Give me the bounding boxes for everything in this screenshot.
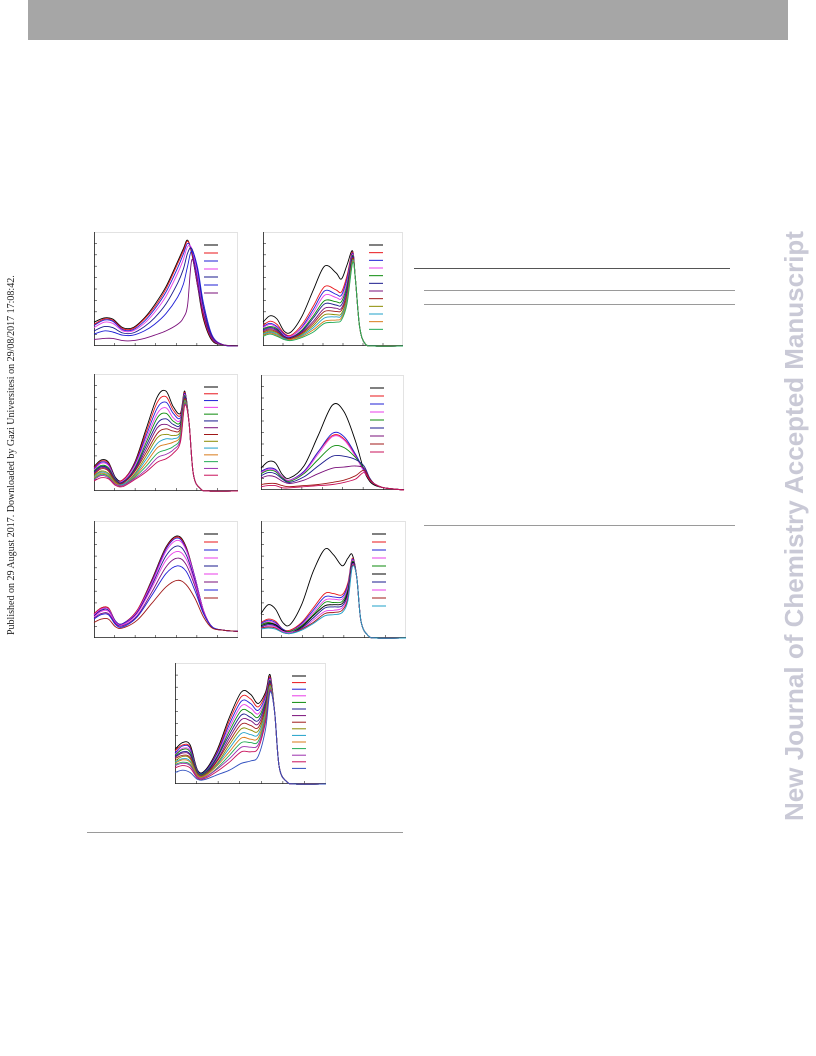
- spectrum-panel-1-svg: [93, 232, 239, 347]
- spectrum-panel-3-svg: [93, 374, 239, 492]
- series-line-15: [174, 691, 327, 785]
- table-header-rule: [424, 290, 735, 291]
- accepted-manuscript-watermark: New Journal of Chemistry Accepted Manusc…: [779, 231, 809, 821]
- series-line-3: [260, 558, 407, 639]
- header-bar: [28, 0, 788, 40]
- series-line-6: [260, 561, 407, 639]
- spectrum-panel-6-svg: [260, 521, 407, 639]
- spectrum-panel-3: [93, 374, 239, 492]
- table-top-rule: [414, 268, 730, 269]
- spectrum-panel-2: [262, 232, 404, 347]
- series-line-5: [93, 545, 239, 632]
- plot-frame: [175, 663, 326, 784]
- spectrum-panel-5: [93, 521, 239, 638]
- series-line-4: [260, 559, 407, 639]
- series-line-9: [260, 564, 407, 639]
- series-line-6: [93, 550, 239, 632]
- series-line-5: [93, 395, 239, 492]
- series-line-4: [93, 539, 239, 632]
- series-line-1: [260, 403, 405, 491]
- series-line-12: [262, 261, 404, 347]
- series-line-8: [260, 563, 407, 639]
- plot-frame: [261, 521, 406, 638]
- series-line-3: [262, 252, 404, 347]
- series-line-5: [93, 247, 239, 347]
- plot-frame: [263, 232, 403, 346]
- plot-frame: [261, 375, 404, 490]
- spectrum-panel-7: [174, 663, 327, 785]
- series-line-6: [93, 250, 239, 347]
- spectrum-panel-7-svg: [174, 663, 327, 785]
- plot-frame: [94, 521, 238, 638]
- spectrum-panel-6: [260, 521, 407, 639]
- series-line-4: [93, 244, 239, 347]
- publication-side-note: Published on 29 August 2017. Downloaded …: [6, 275, 17, 635]
- spectrum-panel-4-svg: [260, 375, 405, 491]
- table-bottom-rule: [424, 525, 735, 526]
- series-line-14: [93, 404, 239, 492]
- series-line-8: [93, 565, 239, 632]
- series-line-4: [93, 393, 239, 492]
- series-line-7: [93, 557, 239, 632]
- series-line-10: [260, 565, 407, 639]
- series-line-9: [260, 472, 405, 491]
- series-line-7: [174, 682, 327, 785]
- figure-caption-rule: [87, 832, 403, 833]
- plot-frame: [94, 374, 238, 491]
- series-line-1: [93, 239, 239, 347]
- spectrum-panel-1: [93, 232, 239, 347]
- table-header-bottom-rule: [424, 304, 735, 305]
- series-line-2: [93, 240, 239, 347]
- spectrum-panel-2-svg: [262, 232, 404, 347]
- series-line-9: [93, 579, 239, 632]
- spectrum-panel-5-svg: [93, 521, 239, 638]
- series-line-1: [93, 389, 239, 492]
- series-line-7: [93, 259, 239, 347]
- spectrum-panel-4: [260, 375, 405, 491]
